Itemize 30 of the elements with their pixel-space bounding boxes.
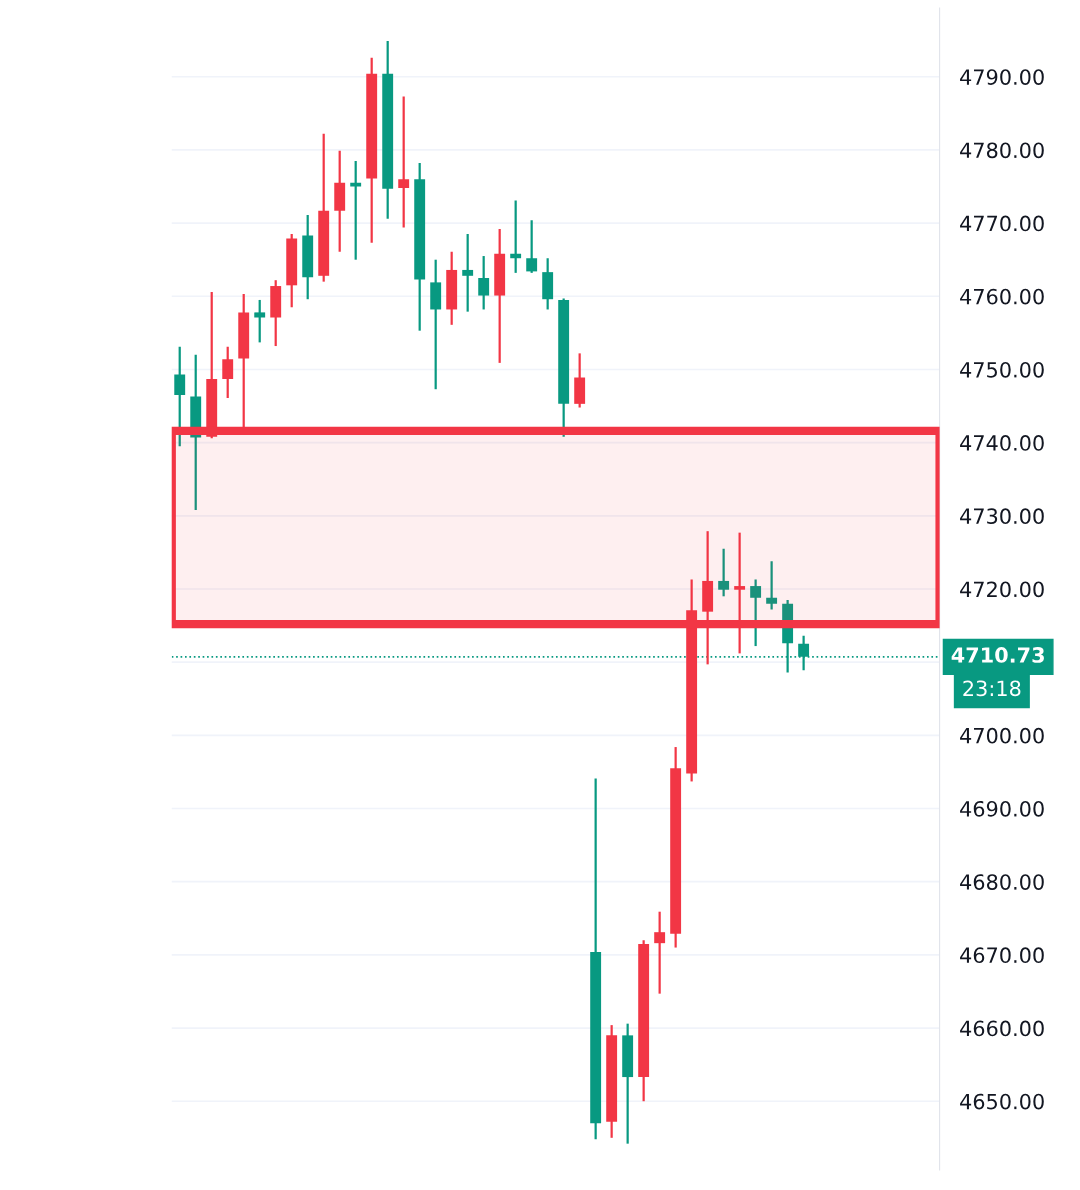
y-tick-label: 4750.00	[960, 361, 1044, 378]
y-tick-label: 4760.00	[960, 288, 1044, 305]
y-tick-label: 4770.00	[960, 215, 1044, 232]
candlestick	[654, 910, 666, 995]
y-tick-label: 4720.00	[960, 581, 1044, 598]
y-tick-label: 4650.00	[960, 1093, 1044, 1110]
candlestick	[526, 219, 538, 274]
candlestick	[510, 199, 522, 274]
y-tick-label: 4740.00	[960, 435, 1044, 451]
candlestick	[174, 345, 186, 448]
candlestick	[350, 159, 362, 261]
candlestick	[750, 578, 762, 648]
text: 23:18	[963, 680, 1021, 697]
candlestick	[254, 298, 266, 344]
y-tick-label: 4690.00	[960, 800, 1044, 817]
y-tick-label: 4700.00	[960, 727, 1044, 744]
y-tick-label: 4670.00	[960, 947, 1044, 964]
y-tick-label: 4660.00	[960, 1020, 1044, 1037]
candlestick	[222, 345, 234, 400]
candlestick	[766, 560, 778, 611]
y-tick-label: 4680.00	[960, 874, 1044, 890]
candlestick	[478, 254, 490, 311]
ref-line-label: 4710.73	[951, 647, 1044, 663]
candlestick	[718, 547, 730, 598]
candlestick	[398, 95, 410, 229]
y-tick-label: 4730.00	[960, 508, 1044, 525]
candlestick	[462, 232, 474, 313]
candlestick	[734, 531, 746, 655]
y-tick-label: 4790.00	[960, 69, 1044, 85]
y-tick-label: 4780.00	[960, 142, 1044, 159]
